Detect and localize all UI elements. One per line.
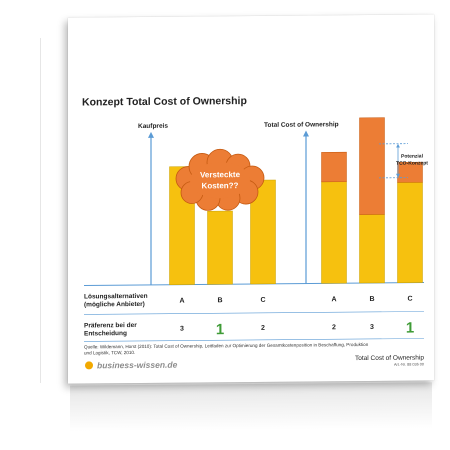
potential-label-line-2: TCO-Konzept xyxy=(396,160,428,166)
right-preference-1: 2 xyxy=(332,324,336,331)
brand-logo-text: business-wissen.de xyxy=(97,360,178,371)
footer-doc-title: Total Cost of Ownership xyxy=(355,354,424,362)
right-preference-3: 1 xyxy=(406,320,414,337)
left-category-c: C xyxy=(260,297,265,304)
left-preference-1: 3 xyxy=(180,326,184,333)
left-preference-3: 2 xyxy=(261,325,265,332)
alternatives-label-line-2: (mögliche Anbieter) xyxy=(84,301,145,309)
right-bar-b-hidden-costs xyxy=(359,117,385,215)
right-category-c: C xyxy=(407,296,412,303)
fold-line xyxy=(40,38,41,383)
cloud-text-line-1: Versteckte xyxy=(200,170,241,179)
brand-dot-icon xyxy=(85,361,93,370)
left-preferences: 3 1 2 xyxy=(180,321,265,338)
right-preference-2: 3 xyxy=(370,324,374,331)
right-bar-a-hidden-costs xyxy=(321,151,347,183)
right-category-a: A xyxy=(331,296,336,303)
left-preference-2: 1 xyxy=(216,321,224,338)
right-bar-b-base xyxy=(359,214,385,284)
cloud-text-line-2: Kosten?? xyxy=(202,181,239,190)
preference-label-line-2: Entscheidung xyxy=(84,330,127,337)
row-divider xyxy=(84,311,424,315)
left-category-b: B xyxy=(217,297,222,304)
left-category-labels: A B C xyxy=(179,297,265,305)
left-bar-b xyxy=(207,210,233,285)
right-preferences: 2 3 1 xyxy=(332,320,414,337)
source-line-1: Quelle: Wildemann, Horst (2010): Total C… xyxy=(84,342,369,349)
right-bar-c-base xyxy=(397,181,423,283)
right-category-labels: A B C xyxy=(331,296,412,304)
source-divider xyxy=(84,338,424,342)
document-sheet: Konzept Total Cost of Ownership Kaufprei… xyxy=(68,14,434,384)
source-line-2: und Logistik, TCW, 2010. xyxy=(84,350,135,355)
left-axis-label: Kaufpreis xyxy=(138,123,168,130)
tco-potential-annotation: Potenzial TCO-Konzept xyxy=(379,143,428,179)
tco-diagram: Konzept Total Cost of Ownership Kaufprei… xyxy=(82,95,428,371)
right-bars xyxy=(321,117,423,284)
right-axis-label: Total Cost of Ownership xyxy=(264,121,339,129)
hidden-costs-cloud: Versteckte Kosten?? xyxy=(175,148,265,211)
right-category-b: B xyxy=(369,296,374,303)
right-bar-a-base xyxy=(321,181,347,284)
preference-label-line-1: Präferenz bei der xyxy=(84,322,137,329)
potential-label-line-1: Potenzial xyxy=(401,153,424,159)
sheet-reflection xyxy=(70,382,432,432)
footer-doc-number: Art.-Nr. 88 036 00 xyxy=(394,362,424,366)
diagram-title: Konzept Total Cost of Ownership xyxy=(82,95,247,108)
alternatives-label-line-1: Lösungsalternativen xyxy=(84,293,148,301)
left-category-a: A xyxy=(179,298,184,305)
